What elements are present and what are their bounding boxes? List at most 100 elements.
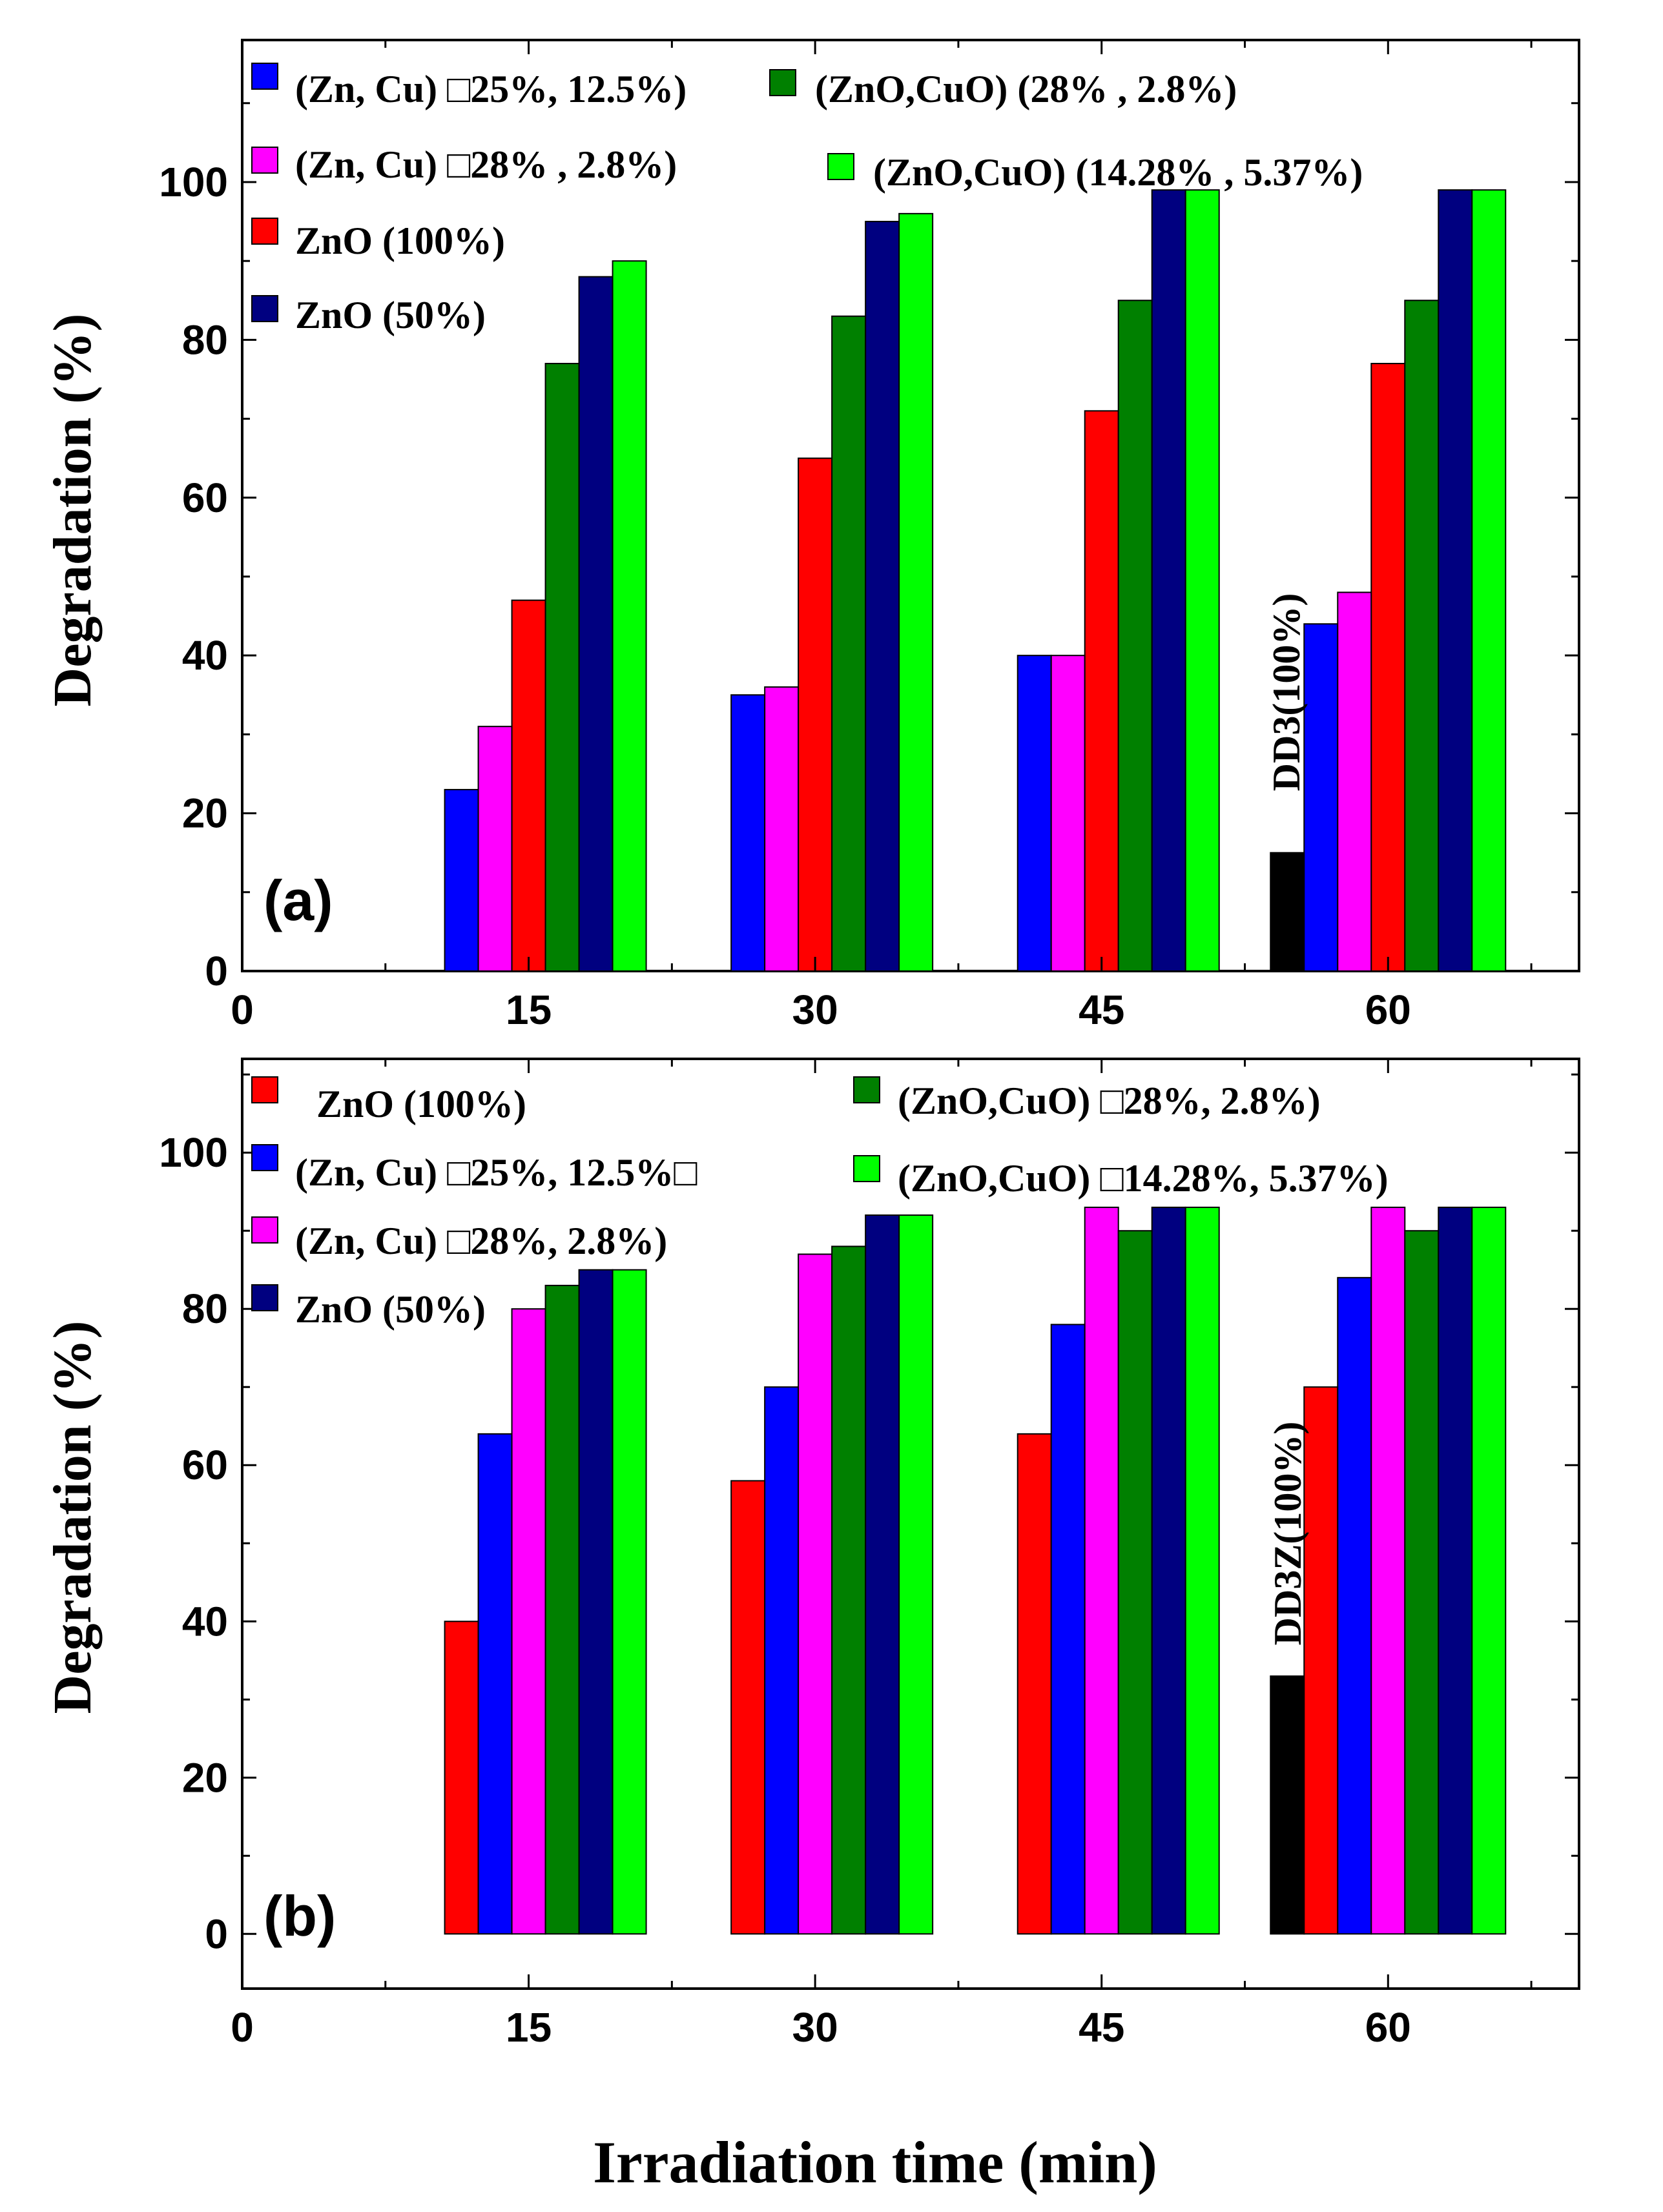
bar-zno-cuo-14-28-5-37-30 — [898, 212, 934, 972]
legend-label-3: (ZnO,CuO) (14.28% , 5.37%) — [873, 151, 1363, 194]
bar-dd3z-100-60 — [1270, 1675, 1305, 1935]
legend-swatch-0 — [251, 1076, 278, 1103]
axis-ticks-b: 0 20 40 60 80 100 0 15 30 45 60 — [159, 1059, 1579, 2051]
bar-zno-100-45 — [1084, 410, 1119, 972]
y-tick-label-40: 40 — [182, 632, 228, 679]
bar-zno-100-60 — [1370, 363, 1406, 972]
bar-zno-cuo-14-28-5-37-60 — [1471, 1206, 1507, 1935]
y-tick-label-40: 40 — [182, 1598, 228, 1644]
legend-b: ZnO (100%) (ZnO,CuO) □28%, 2.8%) (Zn, Cu) … — [251, 1076, 1389, 1331]
y-axis-label-b: Degradation (%) — [43, 1321, 103, 1714]
bar-zno-cuo-28-2-8-30 — [831, 315, 867, 972]
bar-zno-50-60 — [1438, 189, 1473, 972]
x-tick-label-30: 30 — [792, 987, 838, 1033]
legend-label-0: (Zn, Cu) □25%, 12.5%) — [295, 68, 687, 110]
bar-zn-cu-28-2-8-45 — [1050, 655, 1086, 972]
legend-label-4: ZnO (100%) — [295, 220, 505, 262]
bar-zno-50-15 — [578, 1269, 614, 1935]
bar-zno-50-15 — [578, 276, 614, 972]
x-tick-label-60: 60 — [1365, 987, 1411, 1033]
bar-zno-cuo-28-2-8-15 — [544, 1284, 580, 1935]
legend-label-5: ZnO (50%) — [295, 294, 486, 336]
y-tick-label-0: 0 — [205, 1910, 228, 1957]
bar-zno-cuo-14-28-5-37-15 — [612, 1269, 647, 1935]
y-tick-label-0: 0 — [205, 948, 228, 994]
panel-label-b: (b) — [263, 1884, 336, 1948]
y-tick-label-100: 100 — [159, 1129, 228, 1176]
bar-zno-cuo-28-2-8-60 — [1404, 300, 1440, 972]
legend-swatch-2 — [251, 1144, 278, 1171]
panel-label-a: (a) — [263, 868, 333, 932]
panel-a: 0 20 40 60 80 100 0 15 30 45 60 (Zn, Cu) □25%, 12.… — [43, 39, 1580, 1033]
bar-zn-cu-25-12-5-60 — [1337, 1276, 1372, 1935]
legend-swatch-1 — [853, 1076, 880, 1103]
legend-swatch-0 — [251, 63, 278, 90]
bar-zno-50-60 — [1438, 1206, 1473, 1935]
bar-zn-cu-25-12-5-15 — [444, 788, 479, 972]
y-tick-label-60: 60 — [182, 475, 228, 521]
x-tick-label-0: 0 — [231, 987, 254, 1033]
bar-zno-cuo-14-28-5-37-60 — [1471, 189, 1507, 972]
x-tick-label-30: 30 — [792, 2004, 838, 2051]
legend-swatch-5 — [251, 1284, 278, 1311]
x-tick-label-15: 15 — [506, 987, 552, 1033]
y-tick-label-80: 80 — [182, 1285, 228, 1332]
panel-b: 0 20 40 60 80 100 0 15 30 45 60 ZnO (100%) (ZnO,CuO… — [43, 1058, 1580, 2051]
bar-zno-cuo-14-28-5-37-30 — [898, 1214, 934, 1935]
y-tick-label-100: 100 — [159, 159, 228, 205]
bar-zn-cu-25-12-5-15 — [477, 1433, 513, 1935]
legend-label-4: (Zn, Cu) □28%, 2.8%) — [295, 1220, 667, 1262]
bar-zno-cuo-28-2-8-45 — [1117, 1230, 1153, 1935]
legend-swatch-1 — [769, 69, 796, 96]
bar-zno-cuo-14-28-5-37-15 — [612, 260, 647, 972]
x-tick-label-15: 15 — [506, 2004, 552, 2051]
bar-zno-50-45 — [1151, 189, 1186, 972]
bar-zno-cuo-28-2-8-45 — [1117, 300, 1153, 972]
legend-label-3: (ZnO,CuO) □14.28%, 5.37%) — [898, 1157, 1389, 1200]
legend-label-1: (ZnO,CuO) □28%, 2.8%) — [898, 1080, 1321, 1122]
legend-label-0: ZnO (100%) — [316, 1083, 526, 1125]
bar-zno-100-45 — [1017, 1433, 1052, 1935]
x-tick-label-45: 45 — [1079, 987, 1124, 1033]
bar-zno-100-60 — [1303, 1386, 1339, 1935]
bar-zno-100-15 — [444, 1621, 479, 1935]
bar-zno-cuo-28-2-8-15 — [544, 363, 580, 972]
x-axis-label: Irradiation time (min) — [593, 2129, 1157, 2195]
plot-frame-b — [241, 1058, 1580, 1990]
bar-zn-cu-28-2-8-15 — [477, 726, 513, 972]
bar-zno-50-45 — [1151, 1206, 1186, 1935]
legend-label-2: (Zn, Cu) □25%, 12.5%□ — [295, 1151, 697, 1194]
bar-zno-100-15 — [511, 599, 546, 972]
bar-zn-cu-25-12-5-60 — [1303, 623, 1339, 972]
legend-label-5: ZnO (50%) — [295, 1288, 486, 1331]
legend-swatch-2 — [251, 147, 278, 174]
bar-zno-cuo-14-28-5-37-45 — [1184, 189, 1220, 972]
legend-swatch-5 — [251, 295, 278, 322]
bar-zno-cuo-28-2-8-30 — [831, 1245, 867, 1935]
bar-zn-cu-25-12-5-30 — [764, 1386, 800, 1935]
bar-zno-50-30 — [865, 1214, 900, 1935]
bar-zno-100-30 — [730, 1480, 766, 1935]
y-tick-label-80: 80 — [182, 316, 228, 363]
y-tick-label-20: 20 — [182, 790, 228, 837]
bar-zn-cu-25-12-5-45 — [1017, 655, 1052, 972]
bar-zn-cu-28-2-8-30 — [798, 1253, 833, 1935]
bar-zn-cu-28-2-8-30 — [764, 686, 800, 972]
bar-zn-cu-25-12-5-45 — [1050, 1324, 1086, 1935]
y-tick-label-20: 20 — [182, 1754, 228, 1801]
bars-a — [444, 189, 1507, 972]
y-tick-label-60: 60 — [182, 1442, 228, 1488]
bar-zn-cu-28-2-8-60 — [1370, 1206, 1406, 1935]
bar-zn-cu-28-2-8-60 — [1337, 591, 1372, 972]
bar-zno-100-30 — [798, 457, 833, 972]
legend-swatch-4 — [251, 1216, 278, 1244]
bar-zn-cu-28-2-8-45 — [1084, 1206, 1119, 1935]
annotation-dd3: DD3(100%) — [1265, 593, 1308, 792]
legend-swatch-3 — [827, 153, 854, 180]
legend-swatch-4 — [251, 218, 278, 245]
legend-label-2: (Zn, Cu) □28% , 2.8%) — [295, 143, 677, 186]
legend-swatch-3 — [853, 1155, 880, 1182]
legend-label-1: (ZnO,CuO) (28% , 2.8%) — [815, 68, 1237, 110]
bar-dd3-100-60 — [1270, 852, 1305, 972]
